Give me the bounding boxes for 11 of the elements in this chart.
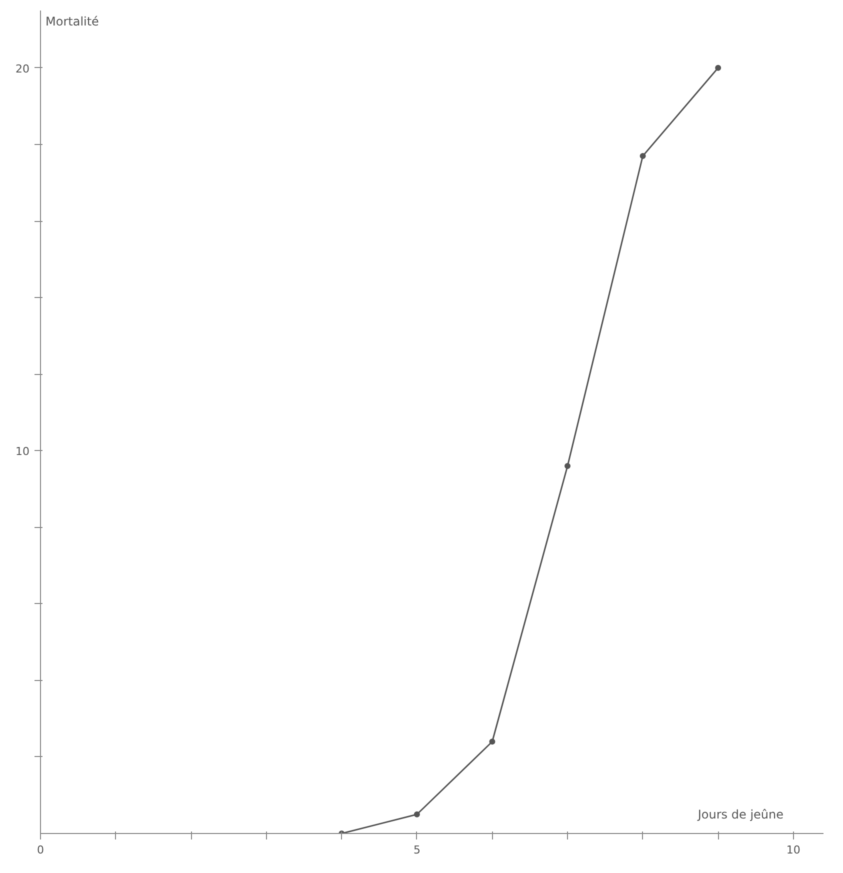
point — [715, 64, 722, 71]
point — [489, 738, 496, 745]
y-tick-label: 20 — [16, 62, 30, 76]
point — [564, 463, 571, 470]
y-axis-title: Mortalité — [46, 14, 99, 28]
point — [640, 152, 646, 159]
x-tick-label: 5 — [413, 844, 420, 856]
x-axis-title: Jours de jeûne — [696, 808, 784, 822]
x-tick-label: 0 — [37, 844, 44, 856]
point — [414, 811, 420, 818]
x-tick-label: 10 — [786, 844, 800, 856]
